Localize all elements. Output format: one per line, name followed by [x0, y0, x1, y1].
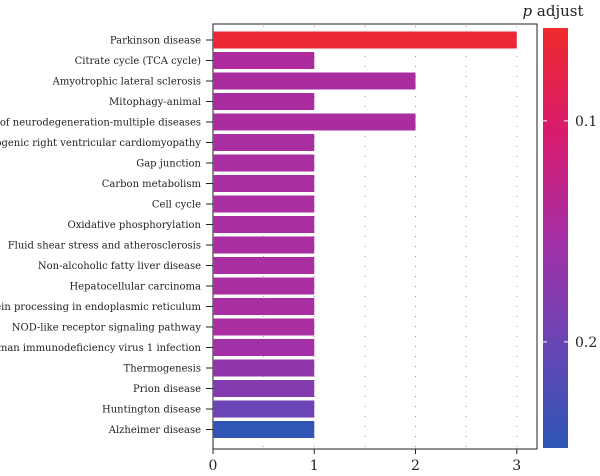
x-tick-label: 1	[310, 458, 319, 474]
bar	[213, 195, 315, 213]
category-label: Mitophagy-animal	[109, 97, 201, 108]
category-label: Amyotrophic lateral sclerosis	[52, 77, 201, 88]
legend-title: p adjust	[523, 2, 584, 20]
bar	[213, 277, 315, 295]
category-label: Parkinson disease	[110, 36, 201, 47]
legend-tick-label: 0.1	[575, 114, 597, 130]
bar	[213, 380, 315, 397]
color-legend: p adjust 0.1 0.2	[523, 2, 597, 448]
x-axis: 0 1 2 3	[209, 449, 521, 474]
category-label: Oxidative phosphorylation	[68, 220, 202, 231]
bar	[213, 339, 315, 356]
category-label: Non-alcoholic fatty liver disease	[38, 261, 201, 272]
category-label: Huntington disease	[102, 405, 201, 416]
bar	[213, 72, 416, 90]
legend-title-rest: adjust	[532, 2, 583, 20]
category-label: Arrhythmogenic right ventricular cardiom…	[0, 138, 201, 149]
bar	[213, 421, 315, 438]
legend-ticks: 0.1 0.2	[543, 114, 597, 351]
bar	[213, 31, 517, 49]
legend-title-italic: p	[523, 2, 533, 20]
category-label: Alzheimer disease	[108, 425, 201, 436]
bar	[213, 236, 315, 254]
bar	[213, 175, 315, 192]
category-label: Pathways of neurodegeneration-multiple d…	[0, 118, 201, 129]
x-tick-label: 3	[512, 458, 521, 474]
bar	[213, 298, 315, 315]
category-label: Citrate cycle (TCA cycle)	[75, 56, 201, 67]
category-label: Prion disease	[133, 384, 201, 395]
bar	[213, 400, 315, 418]
x-tick-label: 2	[411, 458, 420, 474]
bar	[213, 359, 315, 377]
bars	[213, 31, 517, 438]
category-label: Hepatocellular carcinoma	[69, 282, 201, 293]
category-label: Carbon metabolism	[102, 179, 202, 190]
category-label: Cell cycle	[152, 200, 201, 211]
bar	[213, 318, 315, 336]
bar	[213, 93, 315, 110]
bar	[213, 154, 315, 172]
bar	[213, 52, 315, 69]
bar	[213, 113, 416, 131]
x-tick-label: 0	[209, 458, 218, 474]
bar	[213, 257, 315, 274]
category-label: Protein processing in endoplasmic reticu…	[0, 302, 202, 313]
category-label: Thermogenesis	[124, 364, 201, 375]
legend-tick-label: 0.2	[575, 335, 597, 351]
category-label: Gap junction	[136, 159, 201, 170]
category-label: Human immunodeficiency virus 1 infection	[0, 343, 202, 354]
bar	[213, 216, 315, 233]
category-labels: Parkinson disease Citrate cycle (TCA cycl…	[0, 36, 213, 436]
category-label: NOD-like receptor signaling pathway	[12, 323, 202, 334]
colorbar	[543, 28, 568, 448]
category-label: Fluid shear stress and atherosclerosis	[8, 241, 201, 252]
bar	[213, 134, 315, 151]
